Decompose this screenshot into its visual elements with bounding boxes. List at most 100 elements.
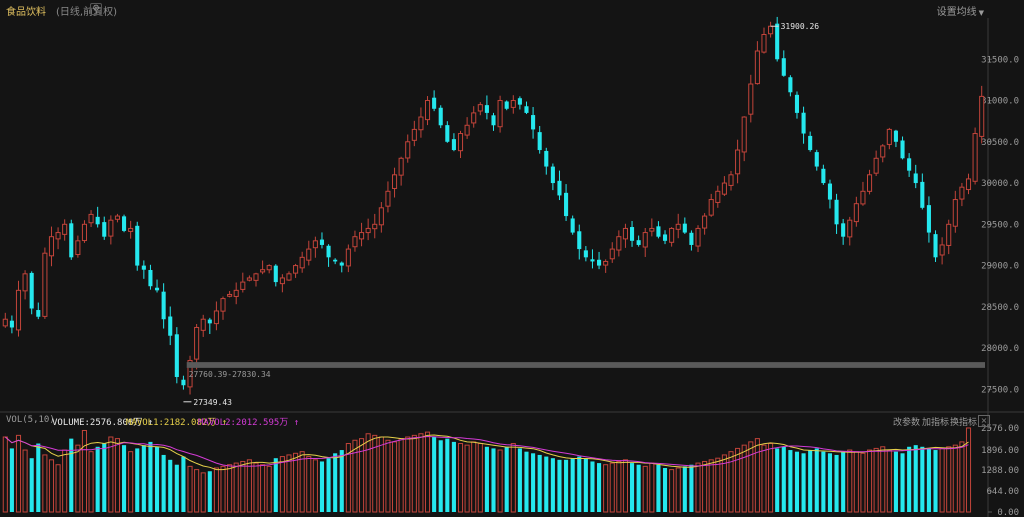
range-label: 27760.39-27830.34 <box>189 370 271 379</box>
candle-body <box>148 269 153 287</box>
candle-body <box>814 152 819 167</box>
volume-bar <box>965 427 972 513</box>
volume-bar <box>741 444 747 513</box>
candle-body <box>524 106 529 113</box>
candle-body <box>952 199 958 227</box>
volume-bar <box>603 464 609 513</box>
volume-tick-label: 0.00 <box>997 508 1019 517</box>
candle-body <box>497 100 503 128</box>
candle-body <box>432 97 437 109</box>
candle-body <box>972 133 978 182</box>
candle-body <box>675 223 681 230</box>
candle-body <box>484 105 489 113</box>
price-tick-label: 31000.0 <box>981 97 1019 107</box>
volume-bar <box>174 464 179 512</box>
volume-bar <box>95 446 100 512</box>
candle-body <box>491 115 496 126</box>
settings-ma-label: 设置均线 <box>936 7 977 18</box>
volume-bar <box>55 464 61 513</box>
volume-bar <box>721 454 727 513</box>
volume-bar <box>352 439 358 513</box>
volume-bar <box>939 447 945 513</box>
volume-bar <box>148 441 153 512</box>
candle-body <box>273 265 278 283</box>
volume-bar <box>359 438 365 513</box>
volume-tick-label: 1896.00 <box>981 446 1019 456</box>
candle-body <box>95 216 100 225</box>
volume-bar <box>583 458 588 512</box>
candle-body <box>299 256 305 269</box>
volume-bar <box>788 450 793 512</box>
volume-bar <box>900 453 905 512</box>
volume-bar <box>220 465 226 513</box>
candle-body <box>312 240 318 249</box>
candle-body <box>768 25 774 35</box>
candle-body <box>622 227 628 240</box>
volume-bar <box>484 446 489 512</box>
candle-body <box>926 205 931 233</box>
candle-body <box>15 289 22 331</box>
candle-body <box>642 232 648 248</box>
volume-bar <box>860 452 866 513</box>
candle-body <box>669 227 675 243</box>
volume-bar <box>81 429 88 513</box>
volume-bar <box>9 448 14 512</box>
candle-body <box>741 116 747 153</box>
candle-body <box>108 219 114 237</box>
volume-bar <box>48 459 55 513</box>
price-tick-label: 31500.0 <box>981 55 1019 65</box>
volume-bar <box>880 446 886 513</box>
candle-body <box>161 291 166 320</box>
candle-body <box>48 236 55 257</box>
price-tick-label: 29500.0 <box>981 220 1019 230</box>
volume-bar <box>629 463 635 512</box>
candle-body <box>933 234 938 258</box>
volume-tick-label: 2576.00 <box>981 424 1019 434</box>
candle-body <box>841 223 846 237</box>
volume-bar <box>933 450 938 512</box>
volume-bar <box>477 443 483 513</box>
volume-indicator-name: VOL(5,10) <box>6 415 55 425</box>
volume-bar <box>181 456 186 512</box>
settings-ma-button[interactable]: 设置均线 ▼ <box>937 3 984 18</box>
switch-indicator-button[interactable]: 换指标 <box>950 418 978 428</box>
volume-bar <box>405 436 411 513</box>
volume-bar <box>715 457 721 513</box>
close-icon[interactable]: × <box>978 415 990 427</box>
add-indicator-button[interactable]: 加指标 <box>922 418 950 428</box>
volume-bar <box>754 438 760 513</box>
candle-body <box>775 23 780 60</box>
candle-body <box>570 218 575 233</box>
candle-body <box>873 157 879 174</box>
candle-body <box>62 223 68 235</box>
volume-bar <box>306 456 312 513</box>
volume-bar <box>702 460 708 513</box>
candle-body <box>445 125 450 142</box>
volume-bar <box>339 450 344 512</box>
candle-body <box>590 259 595 262</box>
volume-bar <box>537 454 542 512</box>
volume-bar <box>510 443 516 513</box>
candle-body <box>464 124 470 136</box>
gear-icon[interactable]: ⚙ <box>90 3 102 15</box>
volume-bar <box>841 451 846 512</box>
mavol2-label: MAVOL2:2012.595万 ↑ <box>198 418 300 428</box>
candle-body <box>853 203 859 223</box>
candle-body <box>286 273 292 281</box>
candle-body <box>207 319 212 324</box>
volume-bar <box>253 462 259 513</box>
candle-body <box>504 101 509 109</box>
candle-body <box>333 259 338 262</box>
chart-header: 食品饮料 (日线,前复权) 设置均线 ▼ <box>0 0 1024 18</box>
candle-body <box>801 112 806 134</box>
candle-body <box>326 245 331 258</box>
volume-bar <box>266 465 272 513</box>
candle-body <box>735 149 741 175</box>
volume-bar <box>293 452 299 513</box>
candle-body <box>900 140 905 159</box>
volume-bar <box>907 446 912 512</box>
candle-body <box>411 128 417 141</box>
change-params-button[interactable]: 改参数 <box>893 418 921 428</box>
candle-body <box>913 173 918 184</box>
